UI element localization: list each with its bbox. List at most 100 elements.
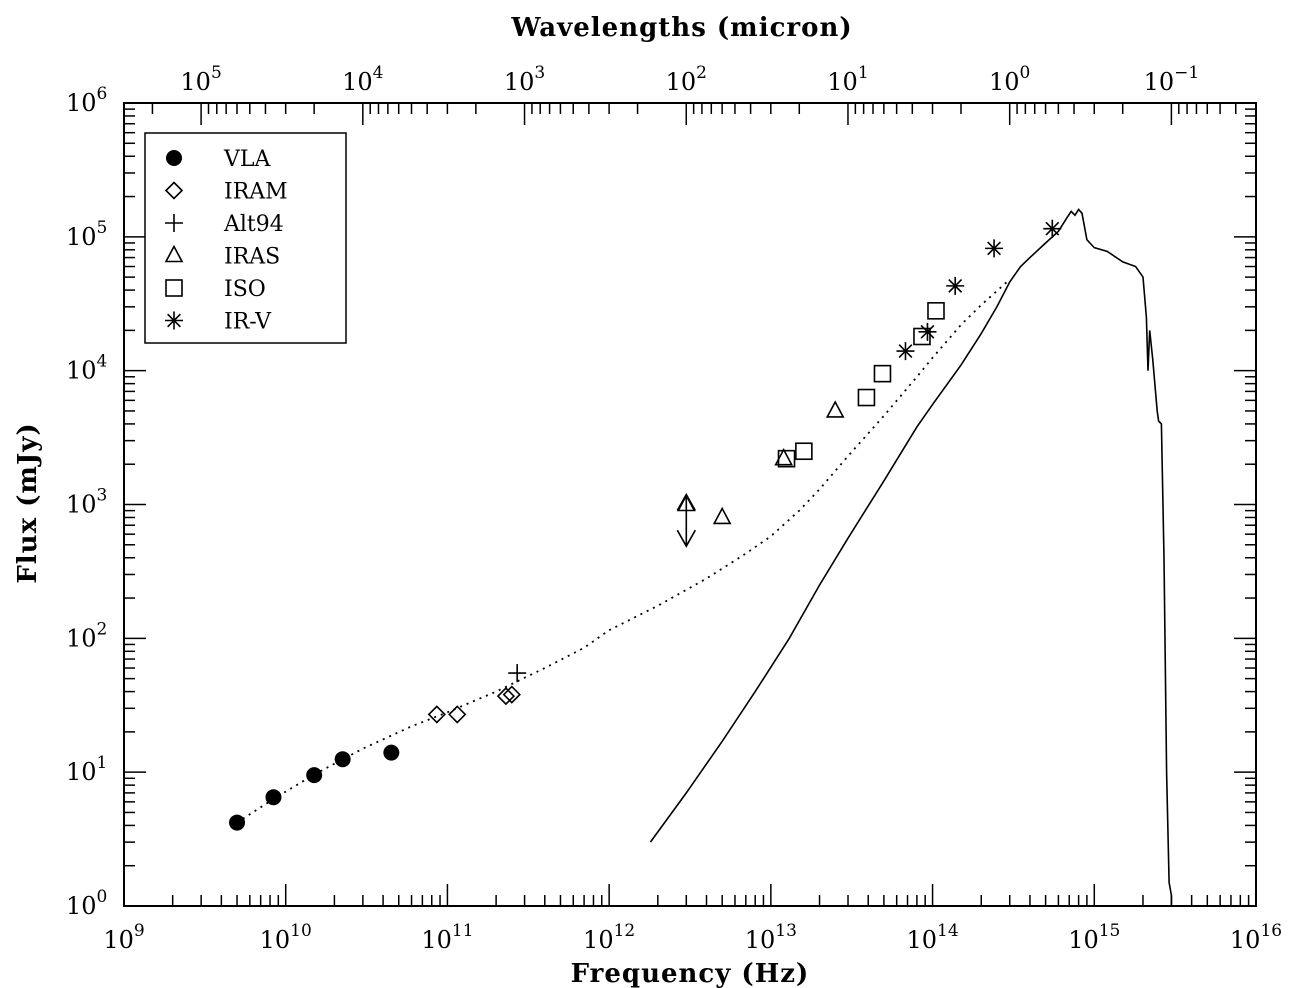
y-tick-label: 100	[66, 887, 107, 920]
legend-marker-iram	[164, 181, 184, 200]
point-iso-shape	[913, 327, 931, 346]
y-axis-title: Flux (mJy)	[13, 422, 43, 583]
point-iso-shape	[873, 364, 892, 383]
point-ir-v-shape	[920, 324, 935, 339]
x2-tick-label: 101	[827, 63, 868, 96]
x-tick-label: 109	[103, 921, 144, 954]
point-iso	[873, 364, 892, 383]
legend-label-iso: ISO	[224, 277, 266, 302]
point-ir-v	[918, 322, 937, 341]
point-iram	[448, 705, 467, 724]
point-iram-shape	[448, 705, 467, 724]
top-axis-title: Wavelengths (micron)	[510, 13, 852, 43]
point-ir-v-shape	[898, 344, 913, 359]
point-vla-shape	[306, 767, 323, 784]
y-tick-label: 102	[66, 619, 107, 652]
x-tick-label: 1012	[583, 921, 635, 954]
legend-marker-ir-v-shape	[167, 313, 181, 328]
x2-tick-label: 105	[180, 63, 221, 96]
point-iso-shape	[795, 442, 813, 461]
legend-marker-vla	[166, 150, 182, 166]
x2-tick-label: 103	[504, 63, 545, 96]
point-vla-shape	[265, 789, 282, 806]
legend-marker-vla-shape	[166, 150, 182, 166]
point-iras	[712, 506, 732, 525]
point-iso	[795, 442, 813, 461]
legend-label-iras: IRAS	[224, 245, 280, 270]
point-ir-v	[1043, 219, 1062, 238]
model-curve-solid	[649, 208, 1173, 906]
point-iso	[913, 327, 931, 346]
legend-marker-iras-shape	[164, 244, 184, 263]
legend-box	[144, 132, 347, 344]
point-iras	[825, 400, 845, 418]
legend-marker-iso-shape	[165, 279, 183, 297]
axis-ticks	[123, 103, 1257, 907]
legend-marker-iram-shape	[164, 181, 184, 200]
y-tick-label: 106	[66, 84, 107, 117]
limit-arrow	[676, 492, 696, 548]
x2-tick-label: 100	[989, 63, 1030, 96]
y-tick-label: 104	[66, 352, 107, 385]
model-curve-dotted	[236, 278, 1011, 824]
point-iso-shape	[857, 388, 876, 407]
point-iram	[502, 685, 521, 704]
x-tick-label: 1013	[745, 921, 797, 954]
point-ir-v-shape	[948, 278, 963, 293]
point-alt94	[508, 664, 527, 683]
x-tick-label: 1010	[260, 921, 312, 954]
point-iso	[777, 449, 796, 468]
model-curves	[236, 208, 1173, 906]
point-iso-shape	[927, 302, 945, 320]
point-iram-shape	[427, 705, 446, 724]
point-iso	[857, 388, 876, 407]
legend-label-alt94: Alt94	[223, 212, 284, 237]
point-vla-shape	[229, 814, 246, 831]
point-vla	[334, 751, 351, 768]
y-tick-label: 101	[66, 753, 107, 786]
point-ir-v	[946, 276, 965, 295]
point-iras-shape	[712, 506, 732, 525]
plot-frame	[123, 102, 1257, 907]
x-axis-title: Frequency (Hz)	[571, 959, 810, 988]
legend-marker-iras	[164, 244, 184, 263]
y-tick-label: 103	[66, 486, 107, 519]
limit-arrow-head-up	[676, 492, 696, 511]
legend-label-iram: IRAM	[224, 180, 288, 205]
point-ir-v	[985, 239, 1004, 258]
x2-tick-label: 102	[666, 63, 707, 96]
x2-tick-label: 104	[342, 63, 383, 96]
point-vla-shape	[383, 744, 400, 761]
point-vla-shape	[334, 751, 351, 768]
point-vla	[383, 744, 400, 761]
legend-label-ir-v: IR-V	[224, 310, 272, 335]
legend: VLA IRAM Alt94 IRAS ISO IR-V	[144, 132, 347, 344]
legend-label-vla: VLA	[223, 147, 271, 172]
x-tick-label: 1011	[421, 921, 473, 954]
point-vla	[265, 789, 282, 806]
limit-arrow-head-down	[676, 529, 696, 548]
point-ir-v	[896, 342, 915, 361]
x2-tick-label: 10−1	[1144, 63, 1200, 96]
point-iso	[927, 302, 945, 320]
point-iram-shape	[502, 685, 521, 704]
x-tick-label: 1014	[906, 921, 958, 954]
x-tick-label: 1015	[1068, 921, 1120, 954]
point-vla	[306, 767, 323, 784]
point-iram	[496, 686, 516, 706]
data-points	[229, 219, 1062, 831]
point-ir-v-shape	[1045, 221, 1060, 236]
point-iram	[427, 705, 446, 724]
tick-labels: 109 1010 1011 1012 1013 1014 1015 1016 100 101 102…	[66, 63, 1282, 954]
point-iram-shape	[496, 686, 516, 706]
legend-marker-iso	[165, 279, 183, 297]
x-tick-label: 1016	[1230, 921, 1282, 954]
point-iso-shape	[777, 449, 796, 468]
y-tick-label: 105	[66, 218, 107, 251]
point-ir-v-shape	[987, 241, 1001, 256]
legend-marker-ir-v	[165, 311, 183, 330]
point-iras-shape	[774, 447, 793, 466]
point-iras	[774, 447, 793, 466]
point-vla	[229, 814, 246, 831]
